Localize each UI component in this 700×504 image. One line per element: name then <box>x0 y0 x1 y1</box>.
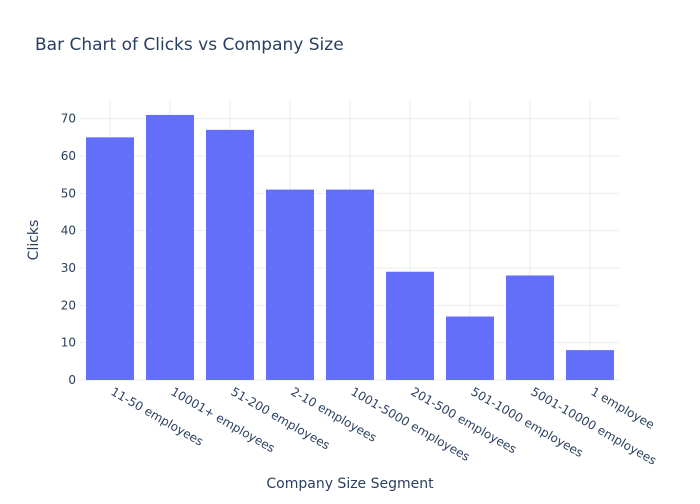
y-tick-label: 20 <box>61 298 76 312</box>
bar[interactable] <box>146 114 194 380</box>
y-tick-label: 50 <box>61 186 76 200</box>
y-tick-label: 60 <box>61 149 76 163</box>
bar[interactable] <box>446 316 494 380</box>
y-tick-label: 0 <box>68 373 76 387</box>
bar[interactable] <box>266 189 314 380</box>
bar[interactable] <box>566 350 614 380</box>
y-axis-title: Clicks <box>26 220 42 261</box>
bar[interactable] <box>206 129 254 380</box>
x-axis-title: Company Size Segment <box>266 476 434 492</box>
y-tick-label: 30 <box>61 261 76 275</box>
y-axis-ticks: 0 10 20 30 40 50 60 70 <box>61 112 76 387</box>
y-tick-label: 70 <box>61 112 76 126</box>
bar[interactable] <box>386 271 434 380</box>
chart-title: Bar Chart of Clicks vs Company Size <box>35 35 344 55</box>
y-tick-label: 10 <box>61 336 76 350</box>
y-tick-label: 40 <box>61 224 76 238</box>
bar[interactable] <box>86 137 134 380</box>
bar[interactable] <box>326 189 374 380</box>
bar[interactable] <box>506 275 554 380</box>
bars <box>86 114 614 380</box>
